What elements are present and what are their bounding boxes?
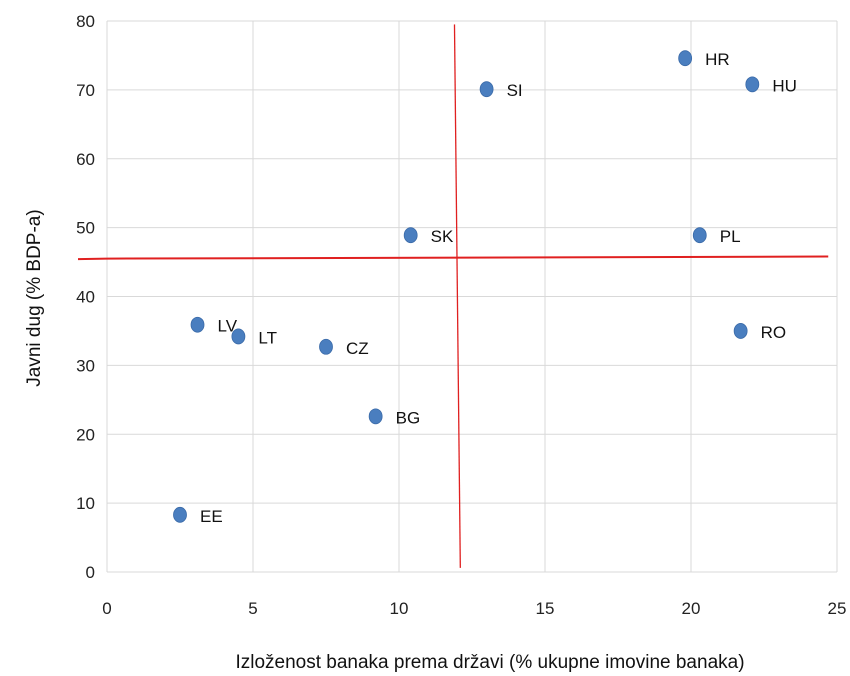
- point-label-ee: EE: [200, 507, 223, 526]
- point-ro: [733, 323, 748, 339]
- y-tick-label: 80: [76, 12, 95, 31]
- x-tick-label: 20: [682, 599, 701, 618]
- point-label-cz: CZ: [346, 339, 369, 358]
- point-si: [479, 81, 494, 98]
- grid-lines: [106, 20, 838, 573]
- y-axis-ticks: 0 10 20 30 40 50 60 70 80: [76, 12, 95, 582]
- point-hr: [678, 50, 693, 67]
- data-points: HR HU SI SK PL LV LT RO CZ BG EE: [173, 50, 797, 526]
- point-label-ro: RO: [761, 323, 787, 342]
- point-cz: [319, 338, 333, 355]
- point-label-pl: PL: [720, 227, 741, 246]
- point-lv: [190, 316, 205, 333]
- y-tick-label: 30: [76, 356, 95, 375]
- reference-lines: [77, 24, 829, 568]
- point-label-hr: HR: [705, 50, 730, 69]
- horizontal-reference-line-extension: [77, 257, 108, 261]
- point-ee: [173, 506, 187, 523]
- x-tick-label: 25: [828, 599, 847, 618]
- vertical-reference-line: [453, 24, 461, 568]
- x-axis-ticks: 0 5 10 15 20 25: [102, 599, 846, 618]
- x-tick-label: 10: [390, 599, 409, 618]
- point-hu: [745, 76, 760, 93]
- y-tick-label: 10: [76, 494, 95, 513]
- point-label-sk: SK: [431, 227, 454, 246]
- x-axis-title: Izloženost banaka prema državi (% ukupne…: [235, 652, 744, 673]
- x-tick-label: 15: [536, 599, 555, 618]
- point-label-hu: HU: [772, 76, 797, 95]
- point-lt: [231, 328, 246, 345]
- x-tick-label: 5: [248, 599, 257, 618]
- y-tick-label: 70: [76, 81, 95, 100]
- y-tick-label: 50: [76, 219, 95, 238]
- point-label-lv: LV: [218, 317, 238, 336]
- point-bg: [368, 408, 383, 425]
- point-pl: [692, 227, 707, 244]
- point-sk: [403, 227, 418, 244]
- y-axis-title: Javni dug (% BDP-a): [24, 209, 45, 386]
- horizontal-reference-line: [106, 255, 829, 260]
- point-label-si: SI: [507, 81, 523, 100]
- y-tick-label: 60: [76, 150, 95, 169]
- x-tick-label: 0: [102, 599, 111, 618]
- y-tick-label: 20: [76, 425, 95, 444]
- point-label-bg: BG: [396, 408, 421, 427]
- point-label-lt: LT: [258, 328, 277, 347]
- y-tick-label: 0: [86, 563, 95, 582]
- y-tick-label: 40: [76, 288, 95, 307]
